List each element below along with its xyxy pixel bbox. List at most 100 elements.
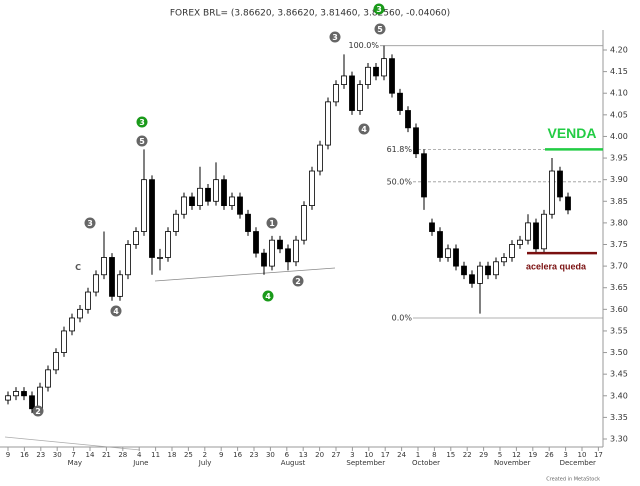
candle-body: [453, 248, 459, 267]
candle-body: [245, 213, 251, 232]
y-tick-label: 3.85: [610, 197, 628, 206]
candle-body: [549, 170, 555, 215]
candle-body: [477, 265, 483, 284]
x-tick-label: 5: [498, 451, 502, 459]
x-tick-label: 25: [184, 451, 193, 459]
wave-marker: [262, 290, 274, 302]
y-tick-label: 4.20: [610, 46, 628, 55]
y-tick-label: 4.15: [610, 67, 628, 76]
candle-body: [325, 101, 331, 146]
candle-body: [117, 274, 123, 297]
wave-marker: [266, 217, 278, 229]
x-tick-label: 6: [285, 451, 290, 459]
candle-body: [373, 66, 379, 77]
trend-line: [154, 267, 336, 282]
y-tick-label: 3.50: [610, 348, 628, 357]
x-tick-label: 29: [479, 451, 488, 459]
x-tick-label: 3: [563, 451, 567, 459]
candle-body: [165, 231, 171, 258]
wave-marker: [136, 135, 148, 147]
candle-body: [461, 265, 467, 276]
candle-body: [77, 308, 83, 319]
candle-body: [389, 58, 395, 94]
candle-body: [149, 179, 155, 258]
y-tick-label: 3.60: [610, 305, 628, 314]
y-tick-label: 3.70: [610, 262, 628, 271]
x-tick-label: 30: [53, 451, 62, 459]
wave-marker: [110, 305, 122, 317]
x-tick-label: 27: [332, 451, 341, 459]
wave-label: 4: [265, 292, 271, 301]
footer: Created in MetaStock: [546, 477, 600, 483]
fib-label: 50.0%: [387, 177, 413, 186]
candle-body: [53, 352, 59, 371]
wave-label: 2: [35, 407, 41, 416]
candle-body: [317, 144, 323, 172]
month-label: November: [494, 459, 531, 467]
candle-body: [485, 265, 491, 276]
candle-body: [309, 170, 315, 206]
annotation-text: acelera queda: [526, 262, 587, 272]
candle-body: [341, 75, 347, 85]
candle-body: [285, 248, 291, 263]
candle-body: [261, 252, 267, 267]
candle-body: [197, 187, 203, 207]
candle-body: [357, 84, 363, 111]
fib-label: 0.0%: [392, 313, 413, 322]
candle-body: [541, 213, 547, 250]
candle-body: [181, 196, 187, 215]
candle-body: [13, 391, 19, 397]
y-tick-label: 4.10: [610, 89, 628, 98]
y-tick-label: 3.90: [610, 175, 628, 184]
candle-body: [237, 196, 243, 215]
wave-label: C: [75, 263, 81, 272]
x-tick-label: 15: [446, 451, 455, 459]
x-tick-label: 1: [416, 451, 420, 459]
candle-body: [445, 248, 451, 258]
wave-label: 5: [377, 25, 383, 34]
wave-marker: [32, 405, 44, 417]
candle-body: [173, 213, 179, 232]
candle-body: [125, 244, 131, 276]
candle-body: [421, 153, 427, 198]
month-label: August: [281, 459, 306, 467]
candle-body: [229, 196, 235, 206]
candle-body: [509, 244, 515, 258]
x-tick-label: 16: [233, 451, 242, 459]
y-tick-label: 3.55: [610, 326, 628, 335]
month-label: May: [68, 459, 82, 467]
x-tick-label: 21: [102, 451, 111, 459]
y-tick-label: 3.45: [610, 370, 628, 379]
x-tick-label: 23: [250, 451, 259, 459]
candle-body: [493, 261, 499, 276]
candle-body: [365, 66, 371, 85]
wave-marker: [136, 116, 148, 128]
candle-body: [85, 291, 91, 310]
x-tick-label: 12: [512, 451, 521, 459]
candle-body: [533, 222, 539, 250]
y-tick-label: 3.80: [610, 218, 628, 227]
x-tick-label: 22: [463, 451, 472, 459]
wave-label: 4: [361, 125, 367, 134]
wave-marker: [358, 123, 370, 135]
candle-body: [69, 317, 75, 332]
y-tick-label: 3.40: [610, 391, 628, 400]
x-tick-label: 7: [71, 451, 75, 459]
candle-body: [413, 127, 419, 155]
candle-body: [213, 179, 219, 202]
x-tick-label: 13: [299, 451, 308, 459]
candle-body: [333, 84, 339, 103]
candle-body: [189, 196, 195, 206]
x-tick-label: 8: [432, 451, 436, 459]
wave-label: 4: [113, 307, 119, 316]
candle-body: [109, 257, 115, 297]
x-tick-label: 2: [203, 451, 207, 459]
wave-marker: [373, 3, 385, 15]
wave-label: 2: [295, 277, 301, 286]
x-tick-label: 17: [594, 451, 603, 459]
wave-marker: [292, 275, 304, 287]
month-label: October: [412, 459, 440, 467]
y-tick-label: 4.05: [610, 110, 628, 119]
candle-body: [277, 239, 283, 250]
x-tick-label: 9: [219, 451, 223, 459]
